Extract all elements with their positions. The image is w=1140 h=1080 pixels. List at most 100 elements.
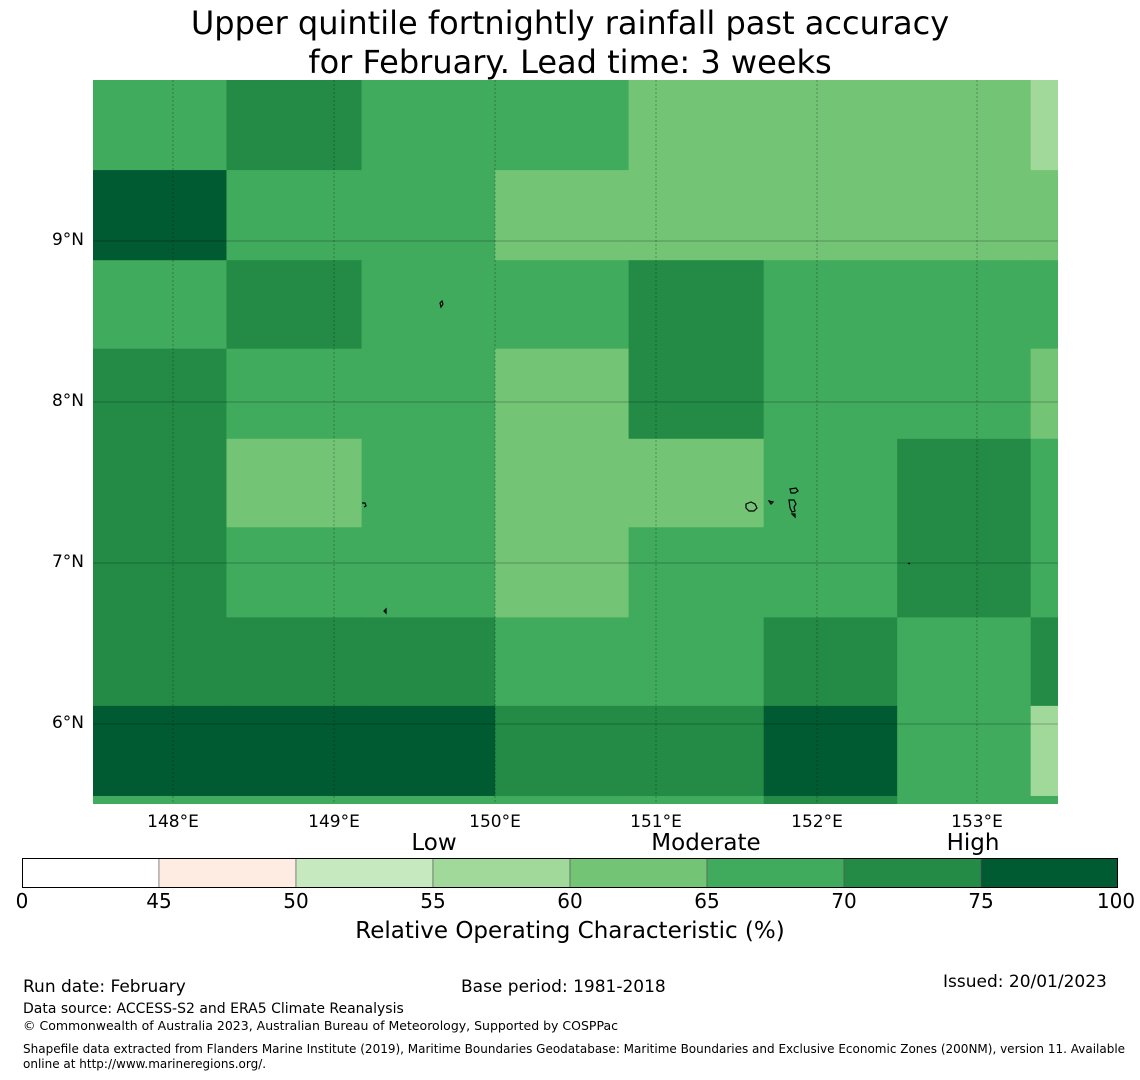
lat-label-8N: 8°N <box>51 391 84 411</box>
map-cell <box>226 527 363 618</box>
title-line-2: for February. Lead time: 3 weeks <box>308 43 832 81</box>
map-cell <box>628 527 765 618</box>
island-outline <box>790 513 796 519</box>
colorbar-bin <box>706 858 845 888</box>
island-outline <box>907 562 911 565</box>
map-cell <box>226 438 363 528</box>
colorbar-bin <box>980 858 1118 888</box>
colorbar-tick: 55 <box>420 889 446 913</box>
colorbar-bin <box>432 858 571 888</box>
map-cell <box>226 348 363 440</box>
map-cell <box>897 170 1032 261</box>
colorbar-tick: 45 <box>146 889 172 913</box>
map-cell <box>361 80 496 171</box>
island-outline <box>767 500 775 505</box>
map-cell <box>763 795 898 804</box>
lon-label-152E: 152°E <box>791 812 843 832</box>
shapefile-note: Shapefile data extracted from Flanders M… <box>23 1042 1126 1071</box>
map-cell <box>628 80 765 171</box>
lon-label-153E: 153°E <box>951 812 1003 832</box>
map-cell <box>897 348 1032 440</box>
map-cell <box>93 617 228 707</box>
colorbar-tick: 50 <box>283 889 309 913</box>
island-outline <box>745 501 758 512</box>
lat-label-6N: 6°N <box>51 713 84 733</box>
island-outline <box>383 607 387 615</box>
map-cell <box>93 80 228 171</box>
map-cell <box>763 170 898 261</box>
island-outline <box>789 487 799 494</box>
map-cell <box>628 348 765 440</box>
colorbar-bin <box>569 858 708 888</box>
map-cell <box>226 705 363 797</box>
map-cell <box>361 527 496 618</box>
map-cell <box>1030 617 1058 707</box>
map-cell <box>763 260 898 350</box>
colorbar-tick: 70 <box>831 889 857 913</box>
map-cell <box>1030 527 1058 618</box>
map-cell <box>628 617 765 707</box>
colorbar-label: Relative Operating Characteristic (%) <box>355 918 785 944</box>
map-cell <box>897 260 1032 350</box>
map-cell <box>93 348 228 440</box>
map-cell <box>628 438 765 528</box>
island-outline <box>362 502 367 508</box>
base-period: Base period: 1981-2018 <box>461 977 666 997</box>
map-cell <box>495 348 630 440</box>
lon-label-150E: 150°E <box>469 812 521 832</box>
lon-label-148E: 148°E <box>147 812 199 832</box>
category-high: High <box>946 830 1000 856</box>
map-cell <box>628 260 765 350</box>
chart-title: Upper quintile fortnightly rainfall past… <box>0 4 1140 82</box>
map-cell <box>361 260 496 350</box>
map-cell <box>495 170 630 261</box>
map-cell <box>495 260 630 350</box>
island-outline <box>788 499 797 513</box>
map-cell <box>628 170 765 261</box>
map-cell <box>897 527 1032 618</box>
map-cell <box>1030 795 1058 804</box>
colorbar-bin <box>843 858 982 888</box>
map-cell <box>763 617 898 707</box>
colorbar-bin <box>158 858 297 888</box>
map-cell <box>93 705 228 797</box>
category-moderate: Moderate <box>651 830 761 856</box>
map-cell <box>361 348 496 440</box>
colorbar-outline <box>22 858 1118 888</box>
lat-label-9N: 9°N <box>51 230 84 250</box>
colorbar <box>22 858 1118 888</box>
map-cell <box>361 795 496 804</box>
map-cell <box>93 170 228 261</box>
map-cell <box>763 527 898 618</box>
map-cell <box>763 705 898 797</box>
map-cell <box>495 705 630 797</box>
island-outline <box>439 299 444 309</box>
map-cell <box>897 438 1032 528</box>
colorbar-tick: 65 <box>694 889 720 913</box>
map-cell <box>897 705 1032 797</box>
map-cell <box>897 617 1032 707</box>
category-low: Low <box>411 830 457 856</box>
map-cell <box>361 170 496 261</box>
colorbar-tick: 100 <box>1096 889 1136 913</box>
map-cell <box>763 348 898 440</box>
map-cell <box>1030 348 1058 440</box>
map-cell <box>361 617 496 707</box>
map-cell <box>495 527 630 618</box>
run-date: Run date: February <box>23 977 186 997</box>
colorbar-tick: 0 <box>15 889 29 913</box>
lon-label-151E: 151°E <box>630 812 682 832</box>
map-cell <box>361 438 496 528</box>
map-cell <box>1030 705 1058 797</box>
map-cell <box>361 705 496 797</box>
data-source: Data source: ACCESS-S2 and ERA5 Climate … <box>23 1001 404 1017</box>
lat-label-7N: 7°N <box>51 552 84 572</box>
map-cell <box>1030 260 1058 350</box>
map-cell <box>226 170 363 261</box>
map-cell <box>628 795 765 804</box>
map-cell <box>897 795 1032 804</box>
map-cell <box>93 438 228 528</box>
map-cell <box>93 795 228 804</box>
map-cell <box>495 80 630 171</box>
map-cell <box>226 795 363 804</box>
